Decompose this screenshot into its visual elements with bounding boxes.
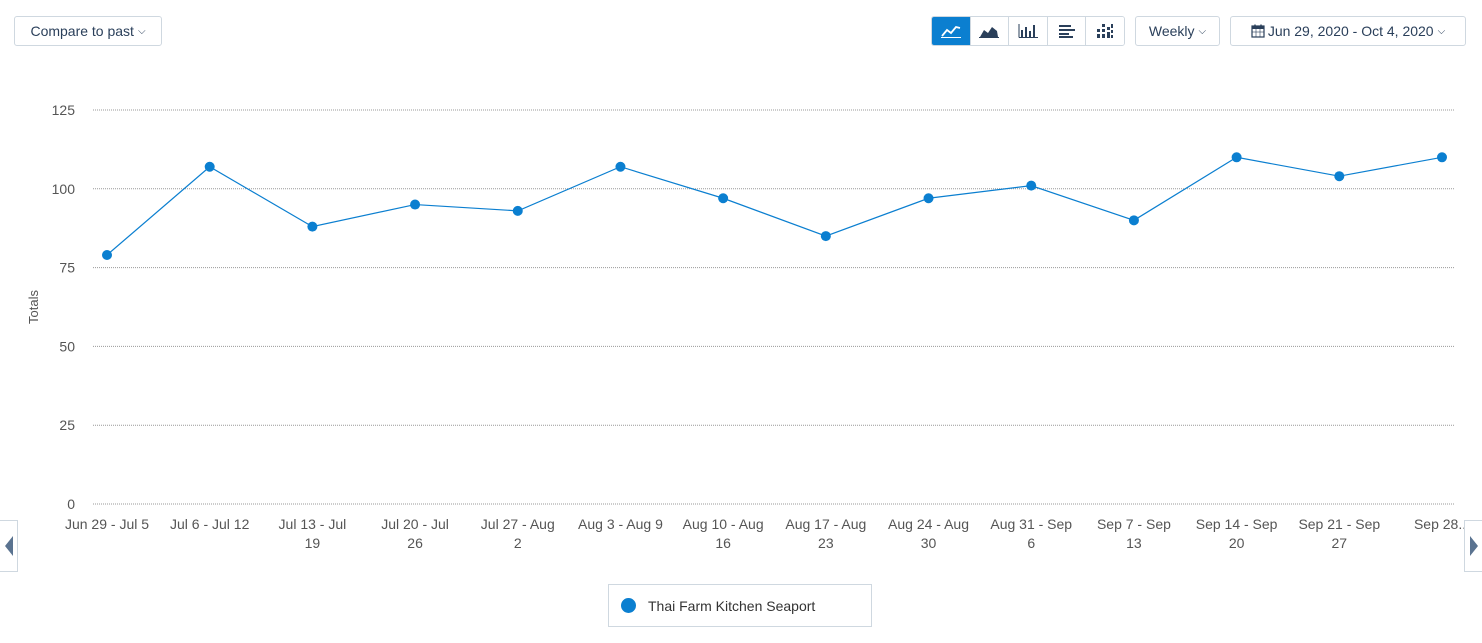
date-range-picker[interactable]: Jun 29, 2020 - Oct 4, 2020 ⌵ <box>1230 16 1466 46</box>
period-select[interactable]: Weekly ⌵ <box>1135 16 1220 46</box>
y-tick-label: 0 <box>67 496 75 512</box>
data-point[interactable] <box>615 161 626 172</box>
y-tick-label: 50 <box>59 338 75 354</box>
x-tick-label: 2 <box>514 535 522 551</box>
x-tick-label: Aug 3 - Aug 9 <box>578 516 663 532</box>
x-tick-label: Aug 31 - Sep <box>990 516 1072 532</box>
y-tick-label: 25 <box>59 417 75 433</box>
compare-to-past-button[interactable]: Compare to past ⌵ <box>14 16 162 46</box>
x-tick-label: Aug 24 - Aug <box>888 516 969 532</box>
line-chart: Totals 0 25 50 75 100 125 Jun 29 - Jul 5 Jul 6… <box>26 102 1470 551</box>
x-tick-label: Jul 20 - Jul <box>381 516 449 532</box>
x-tick-label: 26 <box>407 535 423 551</box>
x-tick-label: 6 <box>1027 535 1035 551</box>
data-point[interactable] <box>1026 180 1037 191</box>
legend-marker <box>621 598 636 613</box>
data-point[interactable] <box>923 193 934 204</box>
compare-to-past-label: Compare to past <box>30 23 134 39</box>
legend-item[interactable]: Thai Farm Kitchen Seaport <box>608 584 872 627</box>
y-axis-title: Totals <box>26 290 41 324</box>
triangle-left-icon <box>4 536 13 556</box>
line-chart-icon <box>940 25 961 38</box>
data-point[interactable] <box>1231 152 1242 163</box>
x-tick-label: Jul 6 - Jul 12 <box>170 516 250 532</box>
horizontal-bar-chart-icon <box>1058 25 1075 38</box>
x-tick-label: 23 <box>818 535 834 551</box>
scroll-left-button[interactable] <box>0 520 18 572</box>
area-chart-view-button[interactable] <box>970 17 1010 45</box>
stacked-columns-icon <box>1097 24 1114 38</box>
x-tick-label: 13 <box>1126 535 1142 551</box>
y-tick-label: 75 <box>59 260 75 276</box>
x-tick-label: Jun 29 - Jul 5 <box>65 516 149 532</box>
chevron-down-icon: ⌵ <box>1198 25 1207 37</box>
x-tick-label: 20 <box>1229 535 1245 551</box>
data-point[interactable] <box>512 205 523 216</box>
data-point[interactable] <box>1437 152 1447 163</box>
line-chart-view-button[interactable] <box>932 17 971 45</box>
x-tick-label: Sep 28... <box>1414 516 1470 532</box>
period-select-value: Weekly <box>1148 23 1195 39</box>
data-point[interactable] <box>307 221 318 232</box>
x-tick-label: 16 <box>715 535 731 551</box>
scroll-right-button[interactable] <box>1464 520 1482 572</box>
series-line <box>106 156 1443 256</box>
area-chart-icon <box>979 27 1000 38</box>
x-tick-label: 30 <box>921 535 937 551</box>
chart-type-toggle-group <box>931 16 1125 46</box>
bar-chart-icon <box>1018 24 1038 38</box>
horizontal-bar-chart-view-button[interactable] <box>1047 17 1087 45</box>
data-point[interactable] <box>410 199 421 210</box>
data-point[interactable] <box>718 193 729 204</box>
chevron-down-icon: ⌵ <box>137 25 146 37</box>
x-tick-label: 19 <box>305 535 321 551</box>
x-tick-label: Jul 27 - Aug <box>481 516 555 532</box>
data-point[interactable] <box>102 249 112 260</box>
x-tick-label: Sep 7 - Sep <box>1097 516 1171 532</box>
x-tick-label: Aug 17 - Aug <box>785 516 866 532</box>
x-tick-label: Aug 10 - Aug <box>683 516 764 532</box>
x-tick-label: 27 <box>1332 535 1348 551</box>
data-point[interactable] <box>1334 171 1345 182</box>
bar-chart-view-button[interactable] <box>1009 17 1048 45</box>
calendar-icon <box>1251 24 1265 38</box>
data-point[interactable] <box>1128 215 1139 226</box>
stacked-columns-view-button[interactable] <box>1086 17 1124 45</box>
date-range-value: Jun 29, 2020 - Oct 4, 2020 <box>1267 23 1434 39</box>
y-tick-label: 125 <box>52 102 76 118</box>
y-tick-label: 100 <box>52 181 76 197</box>
data-point[interactable] <box>204 161 215 172</box>
legend-label: Thai Farm Kitchen Seaport <box>648 597 816 614</box>
chevron-down-icon: ⌵ <box>1437 25 1446 37</box>
data-point[interactable] <box>820 231 831 242</box>
triangle-right-icon <box>1469 536 1478 556</box>
x-tick-label: Jul 13 - Jul <box>279 516 347 532</box>
x-tick-label: Sep 21 - Sep <box>1298 516 1380 532</box>
x-tick-label: Sep 14 - Sep <box>1196 516 1278 532</box>
